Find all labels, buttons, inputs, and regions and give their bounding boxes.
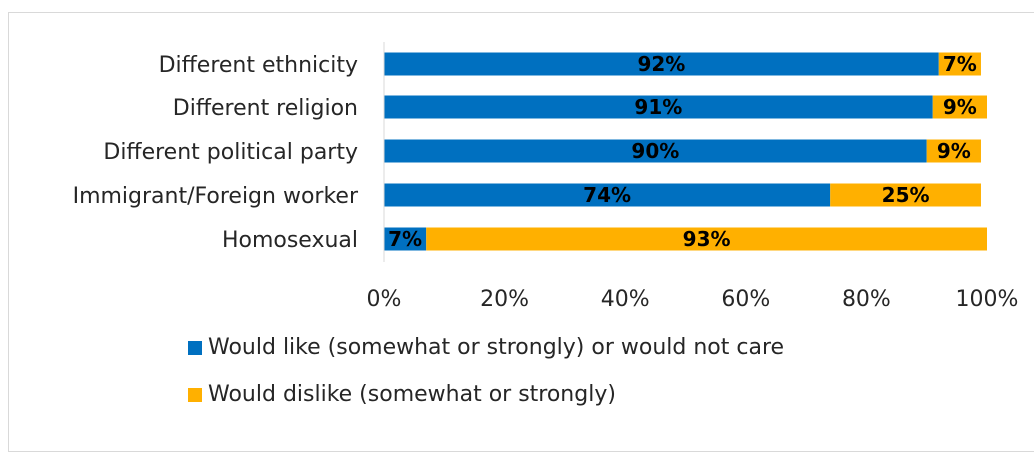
x-tick-labels: 0% 20% 40% 60% 80% 100% xyxy=(367,287,1019,312)
data-label: 74% xyxy=(583,183,631,207)
data-label: 93% xyxy=(683,227,731,251)
bar-segment xyxy=(932,95,987,119)
data-label: 92% xyxy=(637,52,685,76)
category-labels: Different ethnicity Different religion Dif… xyxy=(73,53,359,253)
x-tick-label: 40% xyxy=(601,287,650,312)
bars xyxy=(384,52,988,251)
data-label: 9% xyxy=(943,95,977,119)
x-tick-label: 100% xyxy=(956,287,1019,312)
data-label: 7% xyxy=(388,227,422,251)
legend-label: Would dislike (somewhat or strongly) xyxy=(208,382,616,407)
data-label: 91% xyxy=(634,95,682,119)
legend-swatch xyxy=(188,341,202,355)
stacked-bar-chart: Different ethnicity Different religion Dif… xyxy=(73,42,1019,407)
bar-segment xyxy=(926,139,981,163)
category-label: Immigrant/Foreign worker xyxy=(73,184,359,209)
bar-segment xyxy=(384,183,831,207)
x-tick-label: 0% xyxy=(367,287,402,312)
category-label: Different ethnicity xyxy=(159,53,358,78)
data-label: 9% xyxy=(937,139,971,163)
data-labels: 92% 7% 91% 9% 90% 9% 74% 25% 7% 93% xyxy=(388,52,977,251)
category-label: Homosexual xyxy=(222,228,358,253)
x-tick-label: 60% xyxy=(721,287,770,312)
x-tick-label: 20% xyxy=(480,287,529,312)
bar-segment xyxy=(384,227,427,251)
bar-segment xyxy=(426,227,988,251)
bar-segment xyxy=(830,183,981,207)
bar-segment xyxy=(384,95,933,119)
bar-segment xyxy=(384,52,939,76)
data-label: 7% xyxy=(943,52,977,76)
legend-swatch xyxy=(188,388,202,402)
legend-label: Would like (somewhat or strongly) or wou… xyxy=(208,335,784,360)
data-label: 25% xyxy=(882,183,930,207)
x-tick-label: 80% xyxy=(842,287,891,312)
legend: Would like (somewhat or strongly) or wou… xyxy=(188,335,784,407)
data-label: 90% xyxy=(631,139,679,163)
bar-segment xyxy=(384,139,927,163)
category-label: Different religion xyxy=(173,96,358,121)
bar-segment xyxy=(938,52,981,76)
category-label: Different political party xyxy=(103,140,358,165)
